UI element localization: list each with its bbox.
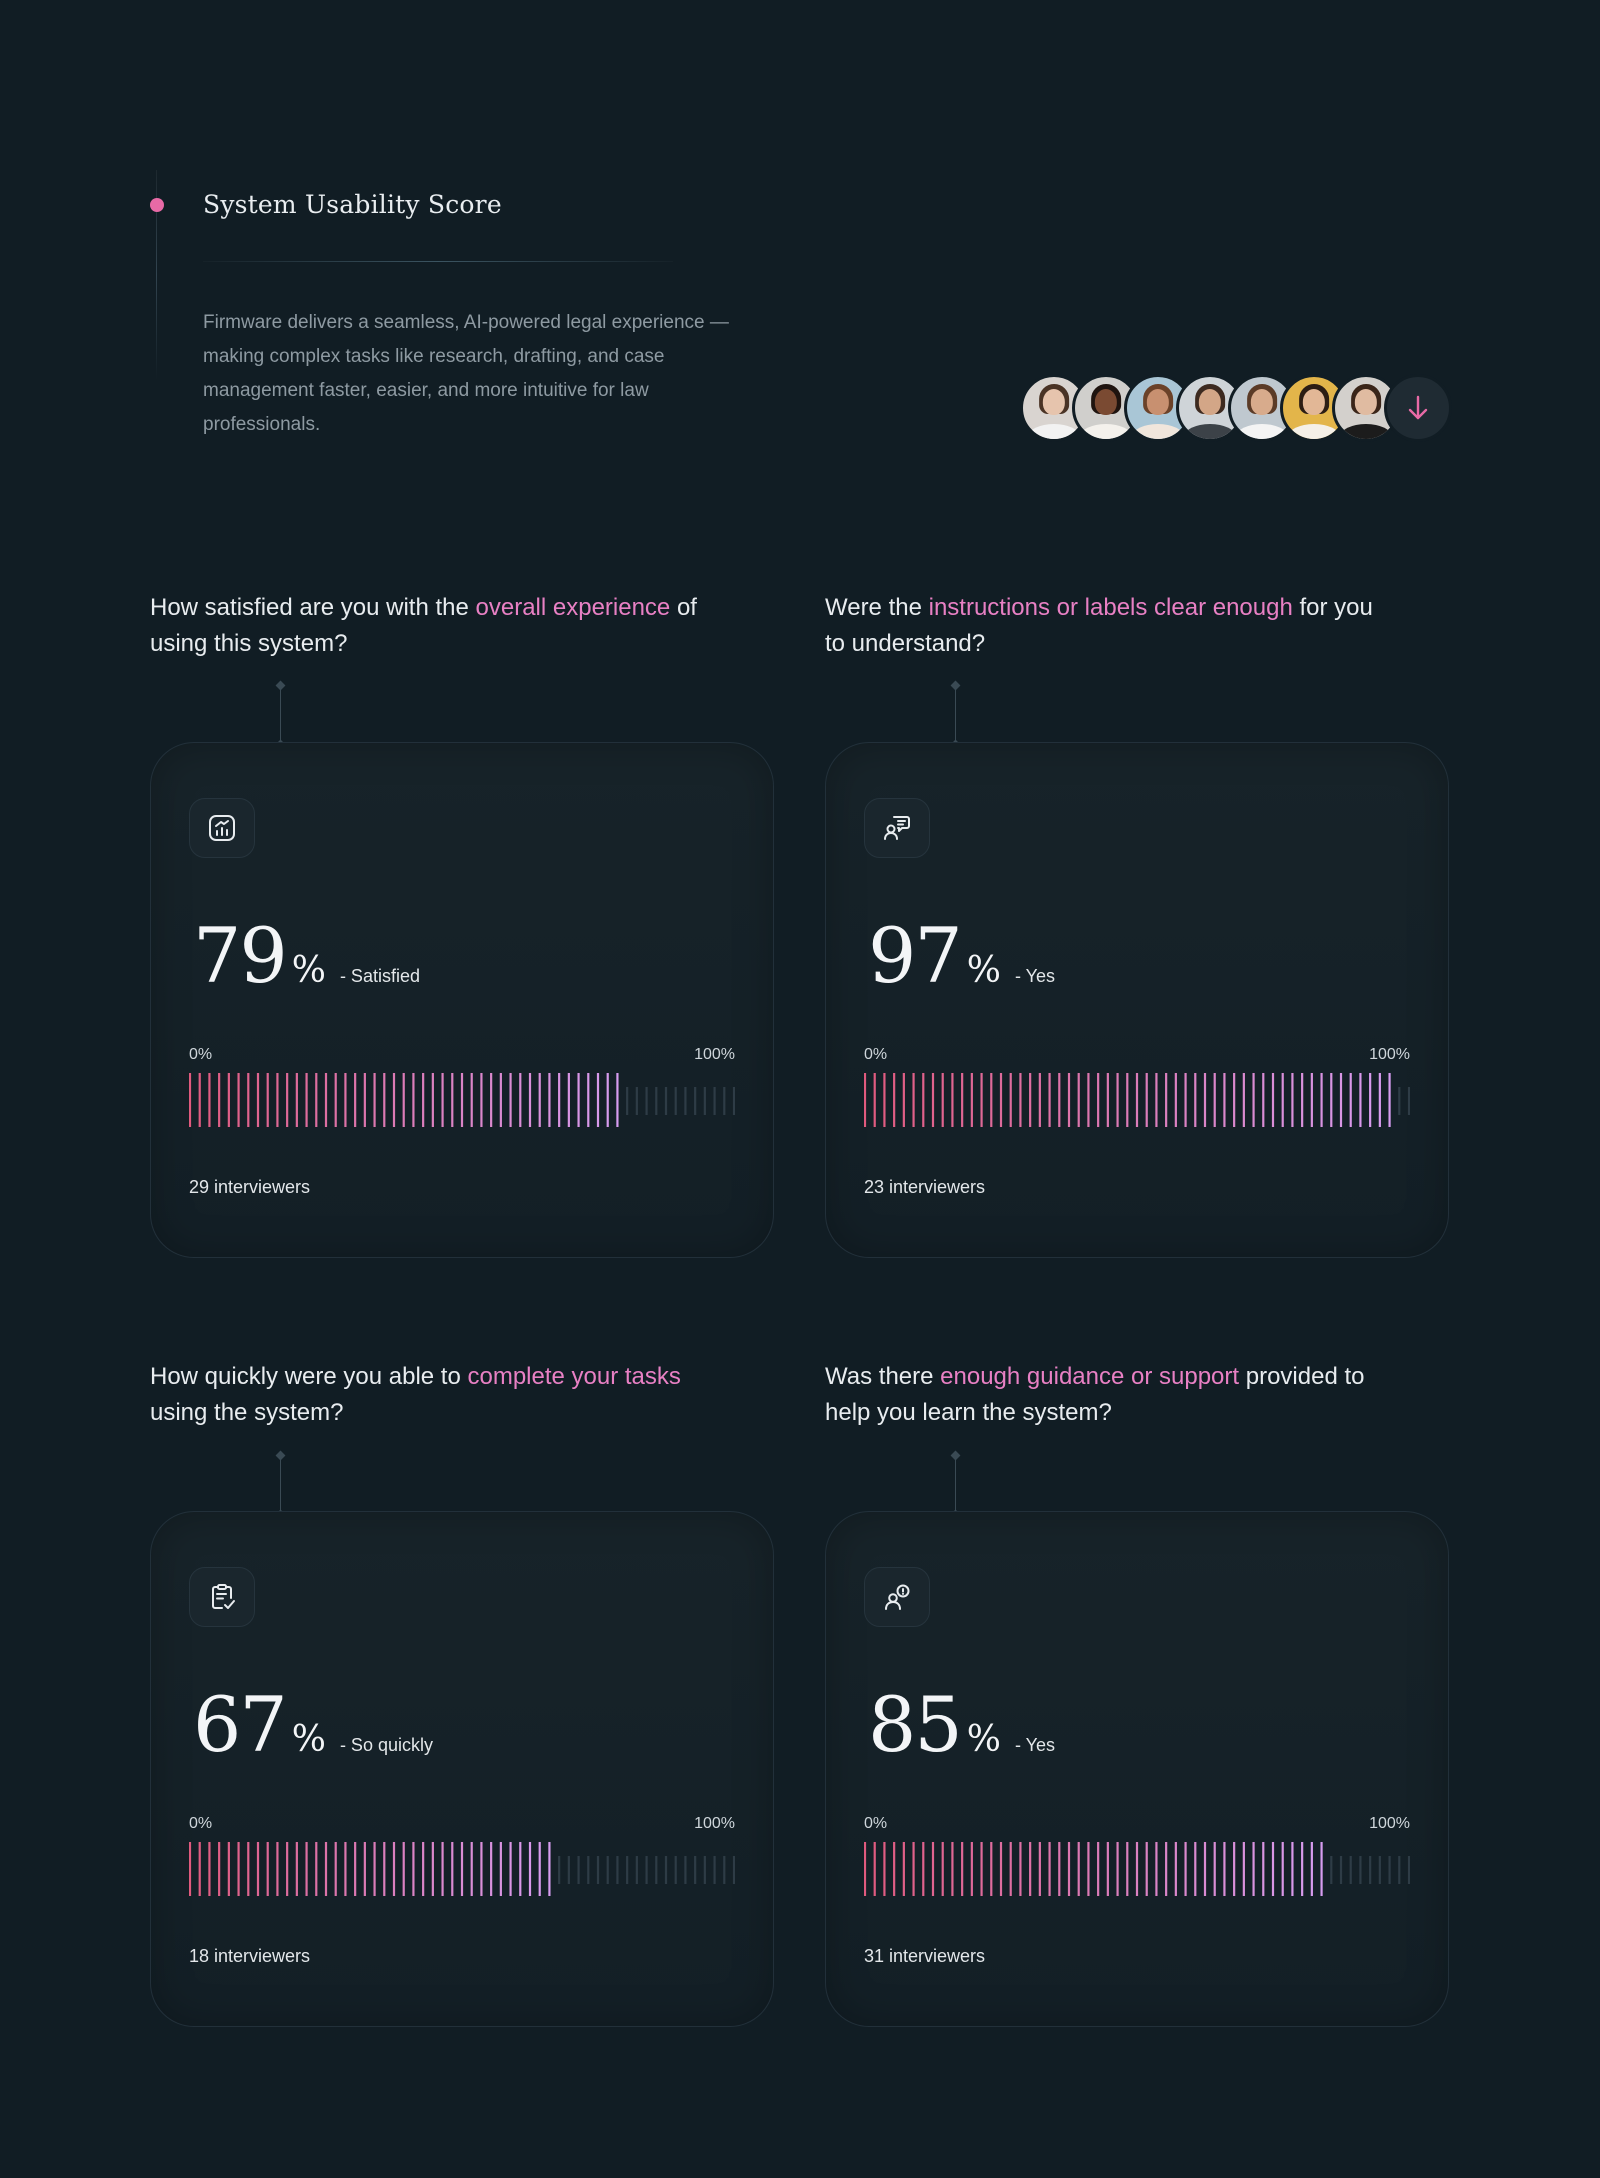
page-description: Firmware delivers a seamless, AI-powered… <box>203 312 729 435</box>
card-icon-box <box>189 798 255 858</box>
connector <box>955 685 956 745</box>
question-highlight: overall experience <box>475 594 671 621</box>
question-text: Were the <box>825 594 929 621</box>
scale-max-label: 100% <box>1369 1046 1410 1063</box>
user-support-icon <box>885 1584 910 1610</box>
interviewer-count: 29 interviewers <box>189 1177 311 1197</box>
score-value: 85 <box>868 1680 963 1769</box>
question-highlight: enough guidance or support <box>940 1363 1240 1390</box>
header-vertical-line <box>156 170 157 380</box>
card-icon-box <box>189 1567 255 1627</box>
score-metric: 67 % - So quickly <box>193 1680 433 1769</box>
user-speech-icon <box>884 816 910 840</box>
score-value: 97 <box>868 911 963 1000</box>
score-metric: 85 % - Yes <box>868 1680 1055 1769</box>
progress-bars <box>864 1842 1410 1896</box>
header-section: System Usability Score Firmware delivers… <box>150 170 750 470</box>
scale-max-label: 100% <box>694 1815 735 1832</box>
question-highlight: complete your tasks <box>467 1363 681 1390</box>
score-card: 67 % - So quickly 0% 100% 18 interviewer… <box>150 1511 774 2027</box>
score-label: - So quickly <box>339 1735 433 1755</box>
score-card: 85 % - Yes 0% 100% 31 interviewers <box>825 1511 1449 2027</box>
question-2: Were the instructions or labels clear en… <box>825 590 1385 662</box>
progress-bars <box>189 1073 735 1127</box>
question-text: provided to help you learn the system? <box>825 1363 1365 1426</box>
chart-icon <box>209 815 235 841</box>
score-card: 97 % - Yes 0% 100% 23 interviewers <box>825 742 1449 1258</box>
header-divider <box>203 261 673 262</box>
question-text: Was there <box>825 1363 941 1390</box>
connector <box>955 1455 956 1515</box>
question-4: Was there enough guidance or support pro… <box>825 1359 1385 1431</box>
scale-min-label: 0% <box>189 1815 213 1832</box>
question-text: using the system? <box>150 1399 344 1426</box>
connector <box>280 685 281 745</box>
scale-max-label: 100% <box>694 1046 735 1063</box>
scroll-down-button[interactable] <box>1384 374 1452 442</box>
score-label: - Satisfied <box>339 966 420 986</box>
scale-min-label: 0% <box>864 1815 888 1832</box>
card-icon-box <box>864 1567 930 1627</box>
scale-min-label: 0% <box>189 1046 213 1063</box>
avatar-group <box>1020 374 1452 442</box>
interviewer-count: 31 interviewers <box>864 1946 986 1966</box>
score-unit: % <box>291 1719 326 1760</box>
question-3: How quickly were you able to complete yo… <box>150 1359 710 1431</box>
score-value: 79 <box>193 911 288 1000</box>
question-1: How satisfied are you with the overall e… <box>150 590 710 662</box>
score-card: 79 % - Satisfied 0% 100% 29 interviewers <box>150 742 774 1258</box>
interviewer-count: 18 interviewers <box>189 1946 311 1966</box>
clipboard-check-icon <box>212 1584 235 1609</box>
interviewer-count: 23 interviewers <box>864 1177 986 1197</box>
score-metric: 97 % - Yes <box>868 911 1055 1000</box>
question-text: for you to understand? <box>825 594 1373 657</box>
progress-bars <box>189 1842 735 1896</box>
score-unit: % <box>291 950 326 991</box>
score-label: - Yes <box>1014 966 1055 986</box>
question-text: of using this system? <box>150 594 697 657</box>
avatar <box>1020 374 1088 442</box>
score-label: - Yes <box>1014 1735 1055 1755</box>
card-icon-box <box>864 798 930 858</box>
arrow-down-icon <box>1408 395 1428 420</box>
page-title: System Usability Score <box>203 190 502 219</box>
question-text: How satisfied are you with the <box>150 594 476 621</box>
score-unit: % <box>966 1719 1001 1760</box>
score-unit: % <box>966 950 1001 991</box>
header-dot <box>150 198 164 212</box>
question-highlight: instructions or labels clear enough <box>928 594 1293 621</box>
question-text: How quickly were you able to <box>150 1363 468 1390</box>
scale-max-label: 100% <box>1369 1815 1410 1832</box>
score-metric: 79 % - Satisfied <box>193 911 420 1000</box>
scale-min-label: 0% <box>864 1046 888 1063</box>
score-value: 67 <box>193 1680 288 1769</box>
connector <box>280 1455 281 1515</box>
progress-bars <box>864 1073 1410 1127</box>
